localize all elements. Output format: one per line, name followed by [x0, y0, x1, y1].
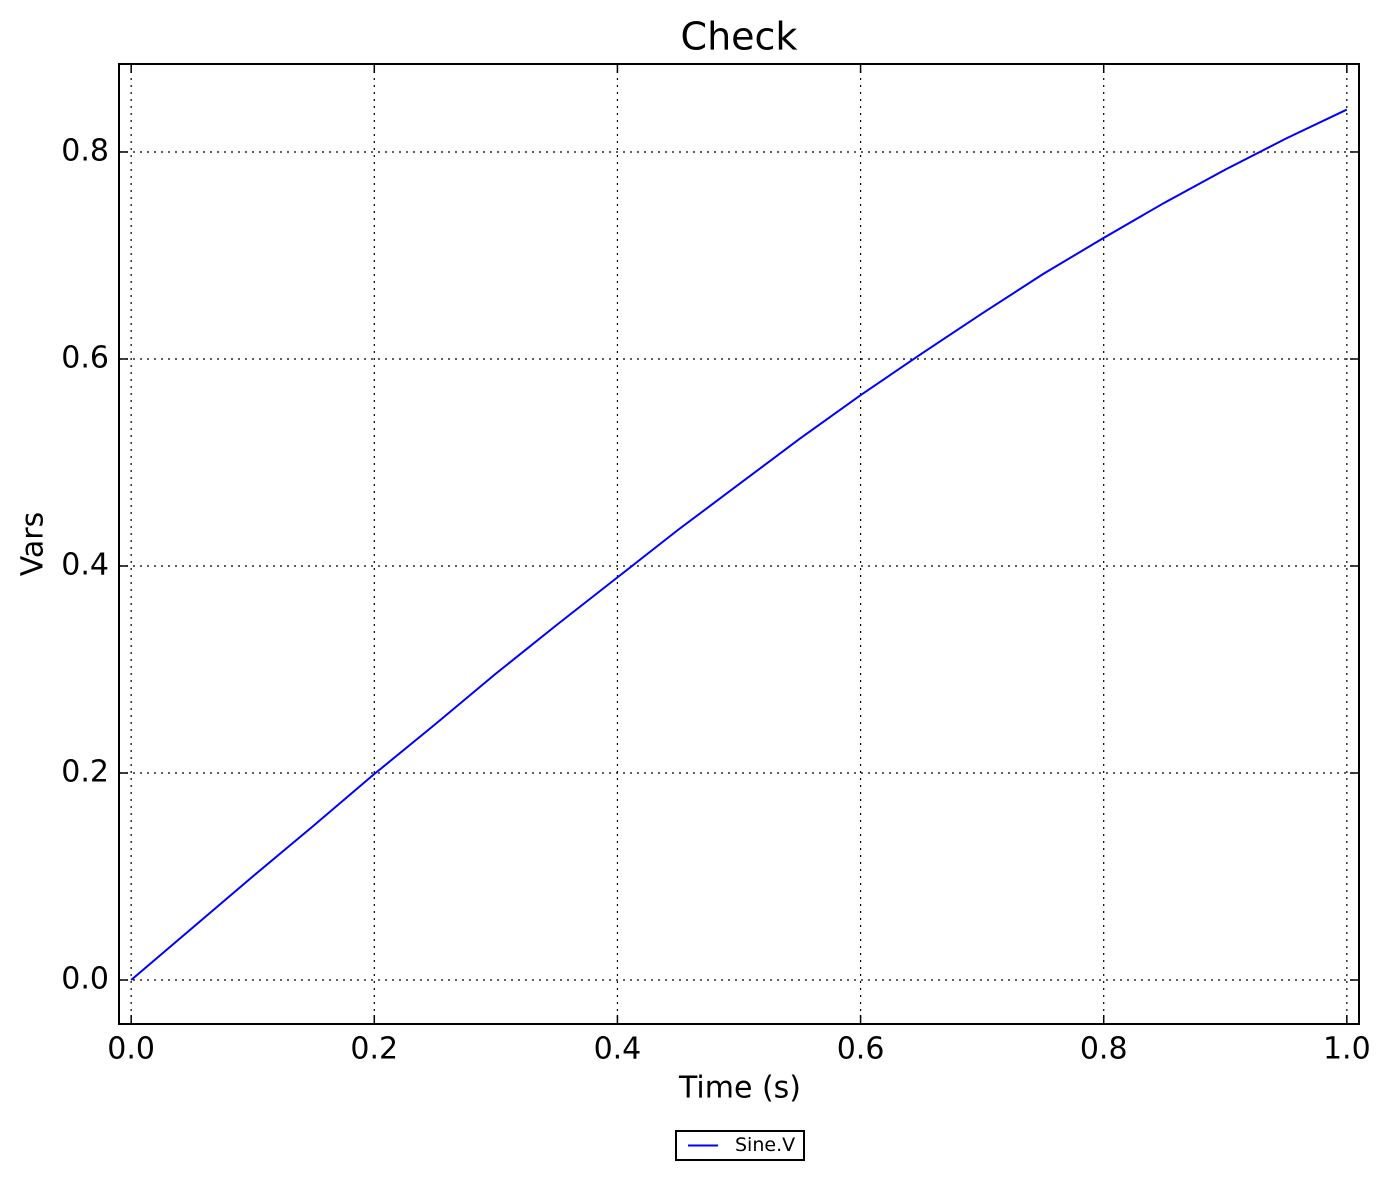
y-tick-label: 0.6: [61, 340, 109, 375]
legend-label: Sine.V: [735, 1134, 795, 1156]
x-tick-label: 0.8: [1080, 1032, 1128, 1067]
x-tick-label: 0.2: [350, 1032, 398, 1067]
x-tick-label: 0.0: [107, 1032, 155, 1067]
line: [130, 108, 1348, 981]
chart-title: Check: [681, 15, 798, 59]
x-tick-label: 0.4: [594, 1032, 642, 1067]
y-tick-label: 0.4: [61, 547, 109, 582]
y-tick-label: 0.0: [61, 962, 109, 997]
x-axis-label: Time (s): [678, 1071, 801, 1106]
y-axis-label: Vars: [16, 512, 51, 577]
y-tick-label: 0.2: [61, 755, 109, 790]
x-tick-label: 0.6: [837, 1032, 885, 1067]
plot-frame: [118, 63, 1360, 1025]
y-tick-label: 0.8: [61, 133, 109, 168]
x-tick-label: 1.0: [1323, 1032, 1371, 1067]
